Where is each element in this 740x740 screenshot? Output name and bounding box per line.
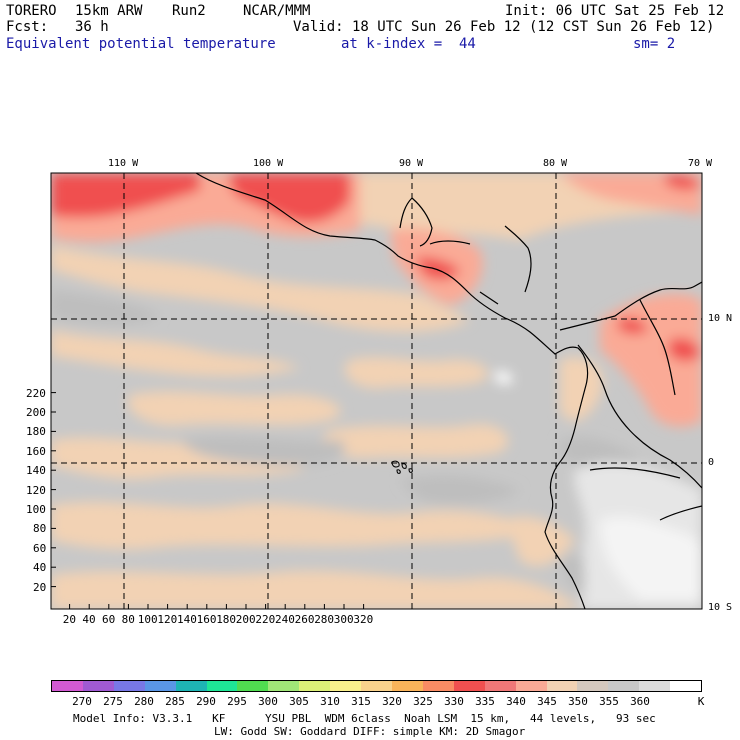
color-bar-swatch bbox=[82, 681, 114, 691]
axis-ticks bbox=[51, 392, 365, 609]
color-bar-label: 340 bbox=[506, 695, 526, 708]
color-bar-swatch bbox=[175, 681, 207, 691]
valid-time: Valid: 18 UTC Sun 26 Feb 12 (12 CST Sun … bbox=[293, 19, 715, 35]
lat-label-0: 0 bbox=[708, 457, 715, 468]
lon-label-90w: 90 W bbox=[399, 158, 424, 169]
model-physics: LW: Godd SW: Goddard DIFF: simple KM: 2D… bbox=[214, 725, 526, 738]
x-tick-label: 140 bbox=[177, 613, 197, 626]
x-tick-label: 160 bbox=[196, 613, 217, 626]
color-bar-swatch bbox=[515, 681, 547, 691]
color-bar bbox=[51, 680, 702, 692]
color-bar-swatch bbox=[391, 681, 423, 691]
color-bar-swatch bbox=[670, 681, 702, 691]
level-label: at k-index = 44 bbox=[341, 36, 476, 52]
x-tick-label: 300 bbox=[333, 613, 354, 626]
forecast-hour: 36 h bbox=[75, 19, 109, 35]
x-tick-label: 180 bbox=[216, 613, 237, 626]
color-bar-label: 290 bbox=[196, 695, 216, 708]
lon-label-70w: 70 W bbox=[688, 158, 713, 169]
lon-label-100w: 100 W bbox=[253, 158, 284, 169]
color-bar-label: 285 bbox=[165, 695, 185, 708]
model-resolution: 15km ARW bbox=[75, 3, 143, 19]
color-bar-label: 315 bbox=[351, 695, 371, 708]
lat-lon-grid bbox=[51, 173, 702, 609]
color-bar-swatch bbox=[330, 681, 362, 691]
color-bar-label: 270 bbox=[72, 695, 92, 708]
x-tick-label: 120 bbox=[157, 613, 178, 626]
org-label: NCAR/MMM bbox=[243, 3, 311, 19]
color-bar-label: 325 bbox=[413, 695, 433, 708]
color-bar-swatch bbox=[577, 681, 609, 691]
color-bar-swatch bbox=[299, 681, 331, 691]
smoothing-label: sm= 2 bbox=[633, 36, 676, 52]
lat-label-10s: 10 S bbox=[708, 602, 733, 613]
color-bar-label: 355 bbox=[599, 695, 619, 708]
model-info: Model Info: V3.3.1 KF YSU PBL WDM 6class… bbox=[73, 712, 656, 725]
color-bar-label: 320 bbox=[382, 695, 402, 708]
y-tick-label: 160 bbox=[26, 444, 46, 458]
map-frame bbox=[50, 172, 703, 610]
color-bar-label: 300 bbox=[258, 695, 278, 708]
lat-label-10n: 10 N bbox=[708, 313, 733, 324]
color-bar-label: 360 bbox=[630, 695, 650, 708]
color-bar-swatch bbox=[546, 681, 578, 691]
x-tick-label: 60 bbox=[102, 613, 116, 626]
x-tick-label: 280 bbox=[314, 613, 335, 626]
galapagos-islands bbox=[391, 460, 413, 474]
color-bar-swatch bbox=[639, 681, 671, 691]
y-tick-label: 140 bbox=[26, 464, 46, 478]
y-tick-label: 60 bbox=[33, 541, 47, 555]
y-tick-label: 20 bbox=[33, 580, 47, 594]
y-tick-label: 120 bbox=[26, 483, 46, 497]
field-name: Equivalent potential temperature bbox=[6, 36, 276, 52]
y-tick-label: 100 bbox=[26, 503, 46, 516]
color-bar-label: 295 bbox=[227, 695, 247, 708]
color-bar-label: 350 bbox=[568, 695, 588, 708]
color-bar-label: 330 bbox=[444, 695, 464, 708]
color-bar-swatch bbox=[52, 681, 83, 691]
color-bar-label: 275 bbox=[103, 695, 123, 708]
color-bar-swatch bbox=[361, 681, 392, 691]
color-bar-swatch bbox=[237, 681, 269, 691]
color-bar-swatch bbox=[206, 681, 238, 691]
model-name: TORERO bbox=[6, 3, 57, 19]
color-bar-swatch bbox=[608, 681, 640, 691]
lon-label-110w: 110 W bbox=[108, 158, 139, 169]
y-tick-label: 180 bbox=[26, 425, 46, 439]
x-tick-label: 220 bbox=[255, 613, 276, 626]
color-bar-label: 335 bbox=[475, 695, 495, 708]
x-tick-label: 80 bbox=[121, 613, 135, 626]
y-tick-label: 80 bbox=[33, 522, 47, 536]
x-tick-label: 260 bbox=[294, 613, 315, 626]
color-bar-swatch bbox=[144, 681, 176, 691]
init-time: Init: 06 UTC Sat 25 Feb 12 bbox=[505, 3, 725, 19]
forecast-label: Fcst: bbox=[6, 19, 49, 35]
y-tick-label: 200 bbox=[26, 406, 46, 419]
x-tick-label: 40 bbox=[82, 613, 96, 626]
color-bar-label: 280 bbox=[134, 695, 154, 708]
color-bar-swatch bbox=[453, 681, 485, 691]
color-bar-swatch bbox=[268, 681, 300, 691]
color-bar-label: 310 bbox=[320, 695, 340, 708]
run-label: Run2 bbox=[172, 3, 206, 19]
y-tick-label: 40 bbox=[33, 561, 47, 575]
x-tick-label: 100 bbox=[137, 613, 158, 626]
color-bar-label: 305 bbox=[289, 695, 309, 708]
color-bar-swatch bbox=[422, 681, 454, 691]
color-bar-swatch bbox=[113, 681, 145, 691]
coastlines bbox=[195, 173, 702, 609]
x-tick-label: 320 bbox=[353, 613, 374, 626]
x-tick-label: 20 bbox=[62, 613, 77, 626]
color-bar-swatch bbox=[484, 681, 516, 691]
theta-e-shading bbox=[51, 173, 702, 609]
color-bar-unit: K bbox=[697, 695, 705, 708]
y-tick-label: 220 bbox=[26, 386, 46, 400]
x-tick-label: 200 bbox=[235, 613, 256, 626]
x-tick-label: 240 bbox=[275, 613, 295, 626]
color-bar-label: 345 bbox=[537, 695, 557, 708]
lon-label-80w: 80 W bbox=[543, 158, 568, 169]
